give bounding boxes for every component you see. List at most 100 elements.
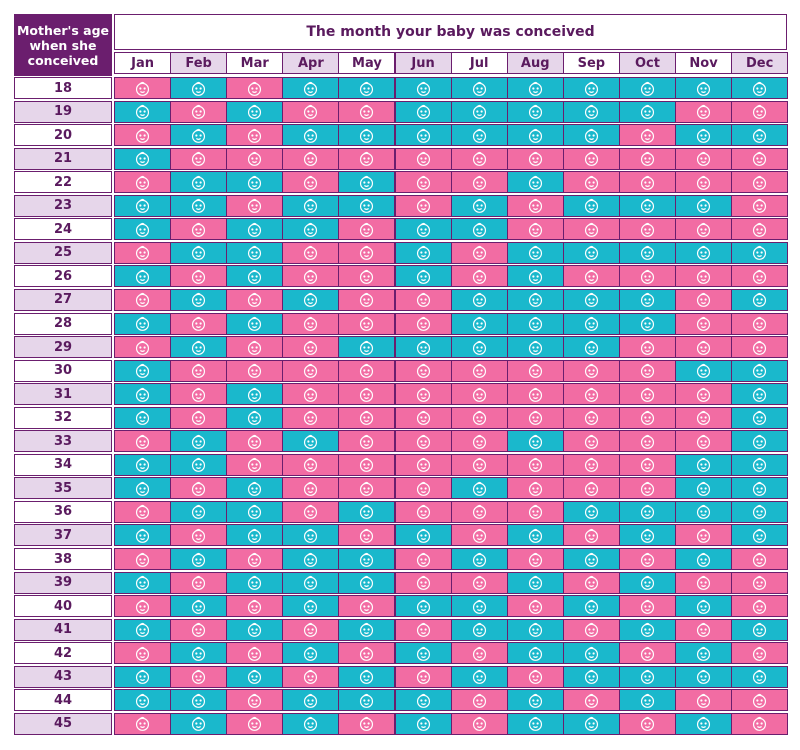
boy-cell-45-apr (282, 712, 340, 735)
baby-face-icon (471, 503, 488, 520)
girl-cell-18-mar (226, 77, 284, 99)
boy-cell-42-aug (506, 642, 564, 665)
baby-face-icon (527, 244, 544, 261)
boy-cell-23-jul (450, 194, 508, 217)
girl-cell-26-may (338, 265, 396, 288)
girl-cell-40-dec (731, 595, 789, 618)
boy-cell-40-sep (562, 595, 620, 618)
boy-cell-20-jul (450, 124, 508, 147)
girl-cell-43-aug (506, 665, 564, 688)
girl-cell-24-oct (618, 218, 676, 241)
baby-face-icon (471, 103, 488, 120)
baby-face-icon (358, 291, 375, 308)
baby-face-icon (695, 268, 712, 285)
baby-face-icon (134, 480, 151, 497)
baby-face-icon (583, 715, 600, 732)
girl-cell-32-aug (506, 406, 564, 429)
baby-face-icon (190, 715, 207, 732)
baby-face-icon (583, 645, 600, 662)
girl-cell-39-nov (675, 571, 733, 594)
baby-face-icon (751, 574, 768, 591)
baby-face-icon (302, 197, 319, 214)
girl-cell-26-sep (562, 265, 620, 288)
boy-cell-41-mar (226, 618, 284, 641)
baby-face-icon (415, 221, 432, 238)
girl-cell-28-nov (675, 312, 733, 335)
age-label-29: 29 (14, 336, 112, 359)
baby-face-icon (246, 315, 263, 332)
girl-cell-19-may (338, 100, 396, 123)
age-label-40: 40 (14, 595, 112, 618)
girl-cell-33-sep (562, 430, 620, 453)
boy-cell-44-oct (618, 689, 676, 712)
baby-face-icon (751, 692, 768, 709)
girl-cell-34-oct (618, 453, 676, 476)
girl-cell-34-jun (394, 453, 452, 476)
baby-face-icon (639, 315, 656, 332)
boy-cell-23-oct (618, 194, 676, 217)
baby-face-icon (134, 621, 151, 638)
girl-cell-28-jun (394, 312, 452, 335)
baby-face-icon (527, 598, 544, 615)
baby-face-icon (751, 174, 768, 191)
month-header-dec: Dec (731, 52, 789, 74)
baby-face-icon (134, 174, 151, 191)
girl-cell-31-may (338, 383, 396, 406)
baby-face-icon (471, 574, 488, 591)
baby-face-icon (471, 362, 488, 379)
girl-cell-38-aug (506, 548, 564, 570)
boy-cell-34-jan (114, 453, 172, 476)
baby-face-icon (695, 527, 712, 544)
baby-face-icon (415, 80, 432, 97)
boy-cell-43-may (338, 665, 396, 688)
age-label-30: 30 (14, 359, 112, 382)
baby-face-icon (190, 339, 207, 356)
baby-face-icon (302, 433, 319, 450)
boy-cell-38-sep (562, 548, 620, 570)
girl-cell-44-mar (226, 689, 284, 712)
baby-face-icon (639, 551, 656, 568)
boy-cell-30-jan (114, 359, 172, 382)
baby-face-icon (751, 221, 768, 238)
baby-face-icon (695, 503, 712, 520)
boy-cell-37-mar (226, 524, 284, 547)
baby-face-icon (190, 291, 207, 308)
baby-face-icon (302, 244, 319, 261)
age-label-23: 23 (14, 194, 112, 217)
baby-face-icon (358, 339, 375, 356)
baby-face-icon (751, 315, 768, 332)
baby-face-icon (302, 386, 319, 403)
girl-cell-30-may (338, 359, 396, 382)
baby-face-icon (415, 598, 432, 615)
month-header-sep: Sep (562, 52, 620, 74)
baby-face-icon (190, 221, 207, 238)
baby-face-icon (639, 268, 656, 285)
baby-face-icon (583, 409, 600, 426)
baby-face-icon (415, 645, 432, 662)
girl-cell-27-jun (394, 288, 452, 311)
baby-face-icon (751, 291, 768, 308)
girl-cell-34-apr (282, 453, 340, 476)
boy-cell-32-jan (114, 406, 172, 429)
girl-cell-26-feb (170, 265, 228, 288)
baby-face-icon (246, 174, 263, 191)
girl-cell-25-jul (450, 241, 508, 264)
baby-face-icon (415, 692, 432, 709)
baby-face-icon (302, 715, 319, 732)
boy-cell-18-jun (394, 77, 452, 99)
boy-cell-39-oct (618, 571, 676, 594)
girl-cell-20-mar (226, 124, 284, 147)
baby-face-icon (695, 386, 712, 403)
baby-face-icon (302, 315, 319, 332)
baby-face-icon (639, 291, 656, 308)
boy-cell-33-apr (282, 430, 340, 453)
girl-cell-45-mar (226, 712, 284, 735)
baby-face-icon (695, 221, 712, 238)
girl-cell-41-sep (562, 618, 620, 641)
chart-title: The month your baby was conceived (114, 14, 787, 50)
boy-cell-28-mar (226, 312, 284, 335)
baby-face-icon (358, 645, 375, 662)
baby-face-icon (751, 456, 768, 473)
baby-face-icon (751, 150, 768, 167)
girl-cell-43-jun (394, 665, 452, 688)
